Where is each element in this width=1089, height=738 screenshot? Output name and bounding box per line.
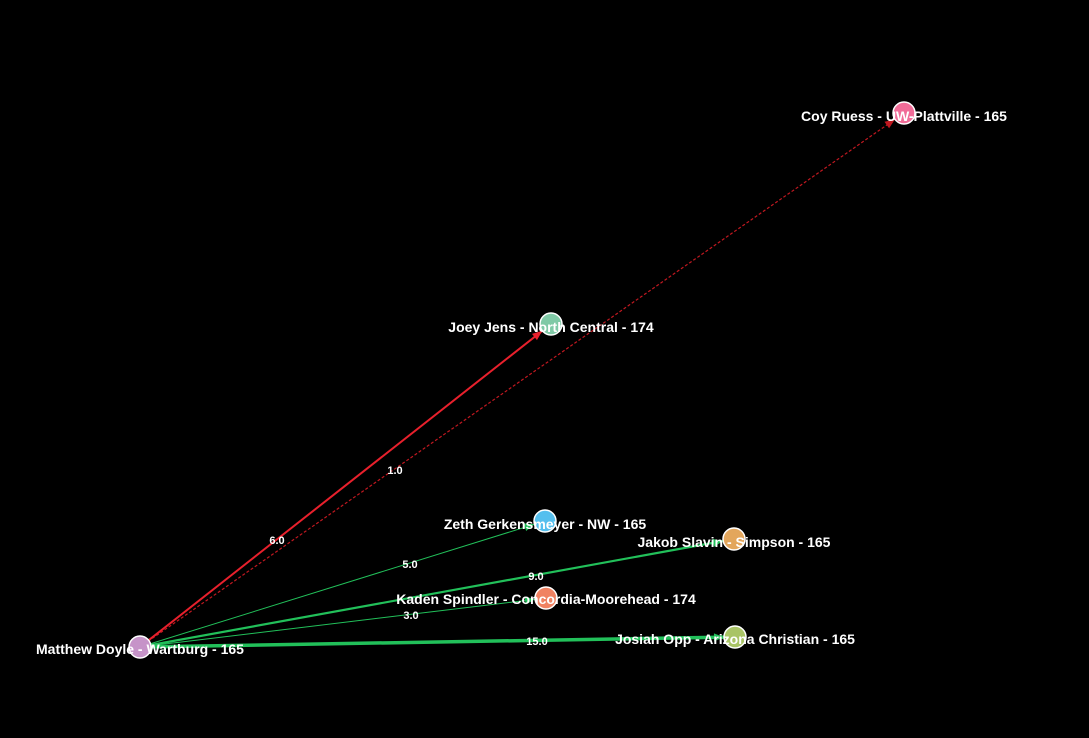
edge-doyle-spindler — [139, 597, 547, 648]
edge-doyle-jens — [139, 323, 552, 648]
edge-label-spindler: 3.0 — [403, 610, 418, 622]
edge-arrow-slavin — [712, 538, 724, 547]
node-spindler[interactable] — [534, 586, 558, 610]
labels-layer: 1.0 6.0 5.0 9.0 3.0 15.0 Matthew Doyle - Wartb… — [36, 108, 1007, 657]
node-label-slavin: Jakob Slavin - Simpson - 165 — [638, 534, 831, 550]
edge-arrow-gerkensmeyer — [523, 523, 535, 532]
edge-arrow-jens — [532, 330, 543, 341]
nodes-layer — [128, 101, 916, 659]
node-label-opp: Josiah Opp - Arizona Christian - 165 — [615, 631, 855, 647]
node-doyle[interactable] — [128, 635, 152, 659]
edge-label-slavin: 9.0 — [528, 571, 543, 583]
edge-doyle-opp — [139, 635, 736, 649]
node-slavin[interactable] — [722, 527, 746, 551]
edge-label-gerkensmeyer: 5.0 — [402, 559, 417, 571]
edge-doyle-slavin — [139, 537, 735, 649]
edge-label-opp: 15.0 — [526, 636, 547, 648]
node-jens[interactable] — [539, 312, 563, 336]
edge-doyle-gerkensmeyer — [139, 520, 546, 648]
edge-label-jens: 6.0 — [269, 535, 284, 547]
node-gerkensmeyer[interactable] — [533, 509, 557, 533]
node-opp[interactable] — [723, 625, 747, 649]
edge-label-ruess: 1.0 — [387, 465, 402, 477]
node-label-jens: Joey Jens - North Central - 174 — [448, 319, 654, 335]
node-label-doyle: Matthew Doyle - Wartburg - 165 — [36, 641, 244, 657]
edges-layer — [139, 112, 905, 649]
edge-arrow-spindler — [524, 596, 536, 605]
node-ruess[interactable] — [892, 101, 916, 125]
edge-doyle-ruess — [139, 112, 905, 648]
node-label-ruess: Coy Ruess - UW-Plattville - 165 — [801, 108, 1007, 124]
node-label-spindler: Kaden Spindler - Concordia-Moorehead - 1… — [396, 591, 696, 607]
edge-arrow-opp — [713, 633, 725, 642]
edge-arrow-ruess — [884, 119, 895, 129]
node-label-gerkensmeyer: Zeth Gerkensmeyer - NW - 165 — [444, 516, 647, 532]
